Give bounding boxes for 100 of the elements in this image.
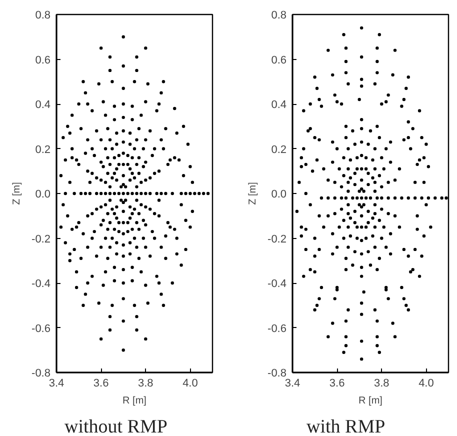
point (184, 192, 188, 196)
point (193, 192, 196, 196)
point (358, 98, 361, 102)
x-tick-label: 3.4 (48, 378, 64, 390)
point (206, 192, 210, 196)
point (186, 142, 190, 146)
point (295, 210, 299, 213)
point (420, 254, 424, 258)
point (162, 147, 166, 150)
y-tick-label: -0.8 (32, 368, 51, 380)
point (304, 192, 308, 196)
point (188, 192, 192, 196)
point (304, 248, 308, 252)
point (173, 106, 176, 110)
point (424, 142, 428, 146)
point (313, 236, 316, 240)
point (418, 158, 422, 162)
y-tick-label: 0.0 (35, 188, 51, 200)
point (300, 165, 304, 168)
y-tick-label: -0.2 (32, 233, 51, 246)
x-tick-label: 4.0 (182, 378, 198, 390)
point (198, 192, 201, 196)
text: without RMP (64, 416, 168, 436)
x-tick-label: 3.4 (284, 378, 300, 390)
point (315, 158, 319, 162)
y-tick-label: -0.8 (268, 368, 287, 380)
y-tick-label: 0.2 (271, 144, 287, 156)
point (77, 102, 80, 106)
x-tick-label: 3.8 (138, 378, 154, 390)
point (429, 225, 432, 229)
point (70, 147, 74, 150)
point (413, 196, 417, 200)
x-tick-label: 4.0 (418, 378, 434, 390)
x-tick-label: 3.6 (329, 378, 345, 390)
point (84, 152, 88, 155)
point (409, 270, 412, 274)
point (62, 136, 65, 140)
point (190, 180, 194, 184)
point (434, 196, 437, 200)
point (362, 290, 366, 294)
point (188, 225, 192, 229)
point (64, 241, 68, 244)
point (406, 120, 410, 124)
y-tick-label: -0.2 (268, 233, 287, 246)
point (335, 286, 339, 290)
point (300, 225, 304, 229)
point (72, 248, 76, 252)
point (188, 165, 192, 168)
x-axis-title: R [m] (122, 396, 147, 406)
text: with RMP (306, 416, 386, 436)
y-tick-label: 0.2 (35, 144, 51, 156)
x-tick-label: 3.8 (374, 378, 390, 390)
y-tick-label: 0.8 (35, 10, 51, 22)
point (157, 198, 161, 202)
point (302, 147, 306, 150)
point (444, 196, 448, 200)
point (182, 174, 186, 178)
x-tick-label: 3.6 (93, 378, 109, 390)
point (298, 180, 301, 184)
point (420, 136, 424, 140)
y-axis-title: Z [m] (248, 182, 259, 205)
point (318, 214, 321, 218)
point (313, 270, 316, 274)
point (64, 158, 68, 162)
point (409, 147, 412, 150)
y-tick-label: 0.0 (271, 188, 287, 200)
point (175, 236, 178, 240)
point (380, 102, 384, 106)
point (66, 124, 70, 128)
point (413, 180, 417, 184)
point (310, 170, 314, 173)
point (177, 158, 181, 162)
point (308, 203, 312, 206)
y-tick-label: -0.4 (32, 278, 51, 290)
point (422, 180, 426, 184)
point (184, 248, 188, 252)
point (424, 203, 428, 206)
point (170, 281, 174, 285)
y-tick-label: 0.8 (271, 10, 287, 22)
point (68, 259, 72, 262)
point (416, 214, 419, 218)
point (384, 286, 388, 290)
point (59, 174, 63, 178)
point (74, 286, 78, 290)
y-axis-title: Z [m] (12, 182, 23, 205)
point (62, 203, 65, 206)
point (88, 180, 92, 184)
point (426, 165, 430, 168)
point (440, 196, 444, 200)
y-tick-label: -0.6 (32, 322, 51, 335)
point (190, 210, 194, 213)
y-tick-label: 0.4 (271, 99, 287, 111)
point (182, 124, 186, 128)
point (340, 102, 344, 106)
point (74, 270, 78, 274)
point (66, 214, 70, 218)
y-tick-label: 0.4 (35, 99, 51, 111)
point (420, 196, 424, 200)
point (413, 248, 417, 252)
point (180, 264, 183, 267)
